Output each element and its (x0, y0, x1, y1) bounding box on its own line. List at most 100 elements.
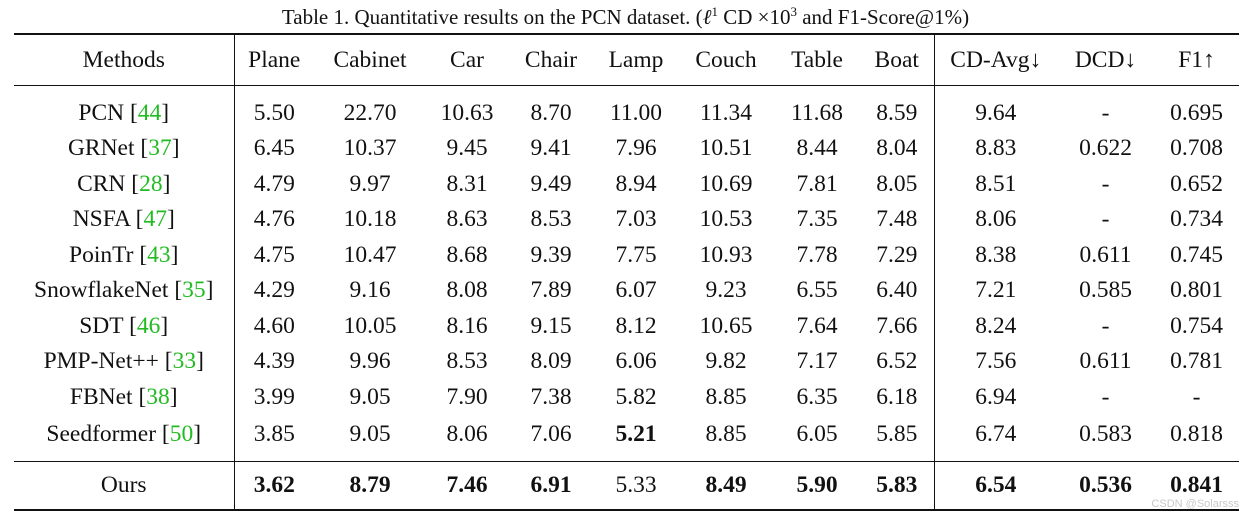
value-cell: 3.85 (253, 420, 295, 447)
method-name: SDT (79, 312, 124, 339)
value-cell: - (1101, 383, 1110, 410)
value-cell: 8.79 (314, 461, 426, 511)
value-cell: - (1192, 383, 1201, 410)
value-cell: 6.74 (975, 420, 1017, 447)
value-cell: 9.39 (530, 241, 572, 268)
value-cell: 7.03 (615, 206, 657, 233)
citation-link[interactable]: 35 (182, 277, 206, 304)
method-name: GRNet (67, 135, 135, 162)
value-cell: 7.90 (446, 383, 488, 410)
value-cell: - (1101, 312, 1110, 339)
value-cell: 8.49 (678, 461, 774, 511)
header-table: Table (774, 34, 860, 86)
value-cell: 0.611 (1079, 348, 1132, 375)
citation-link[interactable]: 28 (139, 170, 163, 197)
value-cell: 0.695 (1170, 99, 1223, 126)
method-name: PCN (78, 99, 125, 126)
value-cell: 5.85 (860, 415, 935, 462)
value-cell: 6.18 (860, 379, 935, 415)
value-cell: 6.07 (615, 277, 657, 304)
citation-link[interactable]: 43 (147, 241, 171, 268)
value-cell: 9.97 (349, 170, 391, 197)
value-cell: 8.09 (530, 348, 572, 375)
value-cell: 8.94 (615, 170, 657, 197)
header-car: Car (426, 34, 508, 86)
table-body: PCN [44] 5.50 22.70 10.63 8.70 11.00 11.34 11.6… (14, 85, 1239, 462)
caption-ell: ℓ (702, 5, 712, 29)
citation-link[interactable]: 50 (169, 420, 194, 447)
method-cell: SnowflakeNet [35] (14, 273, 235, 309)
value-cell: 8.08 (446, 277, 488, 304)
citation-link[interactable]: 44 (137, 99, 162, 126)
method-name: Ours (100, 472, 147, 498)
value-cell: 8.70 (530, 99, 572, 126)
value-cell: 5.90 (774, 461, 860, 511)
value-cell: 8.06 (975, 206, 1017, 233)
value-cell: 8.31 (446, 170, 488, 197)
value-cell: 8.85 (705, 383, 747, 410)
watermark: CSDN @Solarsss (1151, 498, 1239, 510)
value-cell: 8.83 (975, 135, 1017, 162)
table-row: FBNet [38] 3.99 9.05 7.90 7.38 5.82 8.85 6.35 6.… (14, 379, 1239, 415)
value-cell: 9.45 (446, 135, 488, 162)
value-cell: 3.62 (234, 461, 314, 511)
table-row: SnowflakeNet [35] 4.29 9.16 8.08 7.89 6.07 9.2… (14, 273, 1239, 309)
table-row: PCN [44] 5.50 22.70 10.63 8.70 11.00 11.34 11.6… (14, 85, 1239, 131)
value-cell: 0.652 (1170, 170, 1223, 197)
header-lamp: Lamp (594, 34, 678, 86)
header-dcd: DCD↓ (1057, 34, 1154, 86)
value-cell: 10.93 (699, 241, 753, 268)
value-cell: 0.622 (1079, 135, 1132, 162)
value-cell: 8.53 (446, 348, 488, 375)
value-cell: 4.60 (253, 312, 295, 339)
value-cell: 11.34 (699, 99, 752, 126)
value-cell: 10.47 (343, 241, 397, 268)
citation-link[interactable]: 38 (146, 383, 170, 410)
value-cell: 4.29 (253, 277, 295, 304)
value-cell: 9.64 (975, 99, 1017, 126)
citation-link[interactable]: 46 (136, 312, 161, 339)
value-cell: 6.05 (796, 420, 838, 447)
value-cell: 0.801 (1170, 277, 1223, 304)
value-cell: 9.05 (349, 383, 391, 410)
value-cell: 4.75 (253, 241, 295, 268)
value-cell: 7.06 (530, 420, 572, 447)
citation-link[interactable]: 33 (172, 348, 197, 375)
value-cell: 8.05 (860, 166, 935, 202)
value-cell: 6.54 (934, 461, 1057, 511)
method-name: CRN (77, 170, 126, 197)
method-cell: PCN [44] (14, 85, 235, 131)
value-cell: 0.818 (1170, 420, 1223, 447)
value-cell: 9.23 (705, 277, 747, 304)
value-cell: 3.99 (253, 383, 295, 410)
value-cell: 7.66 (860, 308, 935, 344)
value-cell: - (1101, 206, 1110, 233)
citation-link[interactable]: 37 (148, 135, 172, 162)
value-cell: 7.78 (796, 241, 838, 268)
table-row: SDT [46] 4.60 10.05 8.16 9.15 8.12 10.65 7.64 7.… (14, 308, 1239, 344)
value-cell: - (1101, 99, 1110, 126)
method-name: PMP-Net++ (43, 348, 159, 375)
table-row: PMP-Net++ [33] 4.39 9.96 8.53 8.09 6.06 9.82 7.… (14, 344, 1239, 380)
citation-link[interactable]: 47 (143, 206, 167, 233)
value-cell: 9.41 (530, 135, 572, 162)
header-plane: Plane (234, 34, 314, 86)
value-cell: 0.536 (1057, 461, 1154, 511)
method-name: NSFA (72, 206, 130, 233)
header-cabinet: Cabinet (314, 34, 426, 86)
table-caption: Table 1. Quantitative results on the PCN… (0, 3, 1251, 31)
method-cell: CRN [28] (14, 166, 235, 202)
caption-suffix: and F1-Score@1%) (796, 5, 970, 29)
value-cell: 9.82 (705, 348, 747, 375)
value-cell: 7.35 (796, 206, 838, 233)
value-cell: 8.12 (615, 312, 657, 339)
table-ours-section: Ours 3.62 8.79 7.46 6.91 5.33 8.49 5.90 5.83 6.54… (14, 461, 1239, 511)
value-cell: 10.51 (699, 135, 753, 162)
header-row: Methods Plane Cabinet Car Chair Lamp Cou… (14, 34, 1239, 86)
value-cell: 9.15 (530, 312, 572, 339)
value-cell: 10.05 (343, 312, 397, 339)
value-cell: 7.17 (796, 348, 838, 375)
value-cell: 7.38 (530, 383, 572, 410)
method-cell: Ours (14, 461, 235, 511)
value-cell: 0.611 (1079, 241, 1132, 268)
